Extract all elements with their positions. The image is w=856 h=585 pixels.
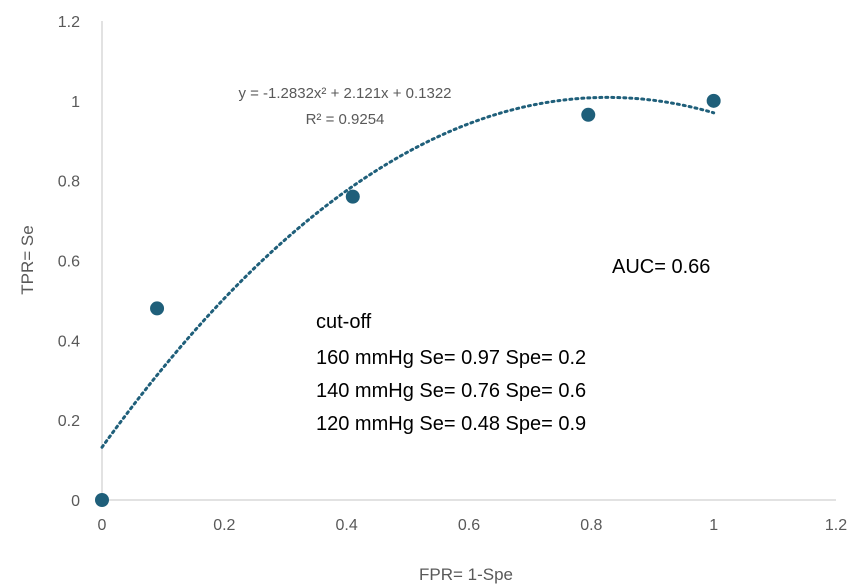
y-tick-label: 0.8 <box>58 174 80 191</box>
y-tick-label: 1.2 <box>58 14 80 31</box>
y-tick-label: 0.2 <box>58 413 80 430</box>
axes <box>101 21 836 501</box>
x-tick-label: 1.2 <box>825 517 847 534</box>
cutoff-line-160: 160 mmHg Se= 0.97 Spe= 0.2 <box>316 347 586 369</box>
y-tick-label: 0.6 <box>58 254 80 271</box>
trendline-equation: y = -1.2832x² + 2.121x + 0.1322 <box>238 85 451 102</box>
x-tick-label: 0.6 <box>458 517 480 534</box>
data-point <box>95 493 109 507</box>
x-tick-label: 0.8 <box>580 517 602 534</box>
cutoff-title: cut-off <box>316 311 372 333</box>
y-tick-labels: 0 0.2 0.4 0.6 0.8 1 1.2 <box>58 14 80 510</box>
cutoff-line-140: 140 mmHg Se= 0.76 Spe= 0.6 <box>316 380 586 402</box>
x-axis-title: FPR= 1-Spe <box>419 565 513 584</box>
data-point <box>345 189 360 204</box>
y-tick-label: 1 <box>71 94 80 111</box>
auc-annotation: AUC= 0.66 <box>612 256 710 278</box>
trendline-r-squared: R² = 0.9254 <box>306 111 385 128</box>
data-point <box>581 107 596 122</box>
polynomial-trendline <box>100 95 716 449</box>
cutoff-line-120: 120 mmHg Se= 0.48 Spe= 0.9 <box>316 413 586 435</box>
y-axis-title: TPR= Se <box>18 225 37 294</box>
data-points <box>95 93 721 507</box>
y-tick-label: 0 <box>71 493 80 510</box>
x-tick-label: 0 <box>98 517 107 534</box>
x-tick-label: 0.2 <box>213 517 235 534</box>
x-tick-labels: 0 0.2 0.4 0.6 0.8 1 1.2 <box>98 517 848 534</box>
data-point <box>150 301 165 316</box>
y-tick-label: 0.4 <box>58 333 80 350</box>
x-tick-label: 0.4 <box>336 517 358 534</box>
x-tick-label: 1 <box>709 517 718 534</box>
data-point <box>706 93 721 108</box>
